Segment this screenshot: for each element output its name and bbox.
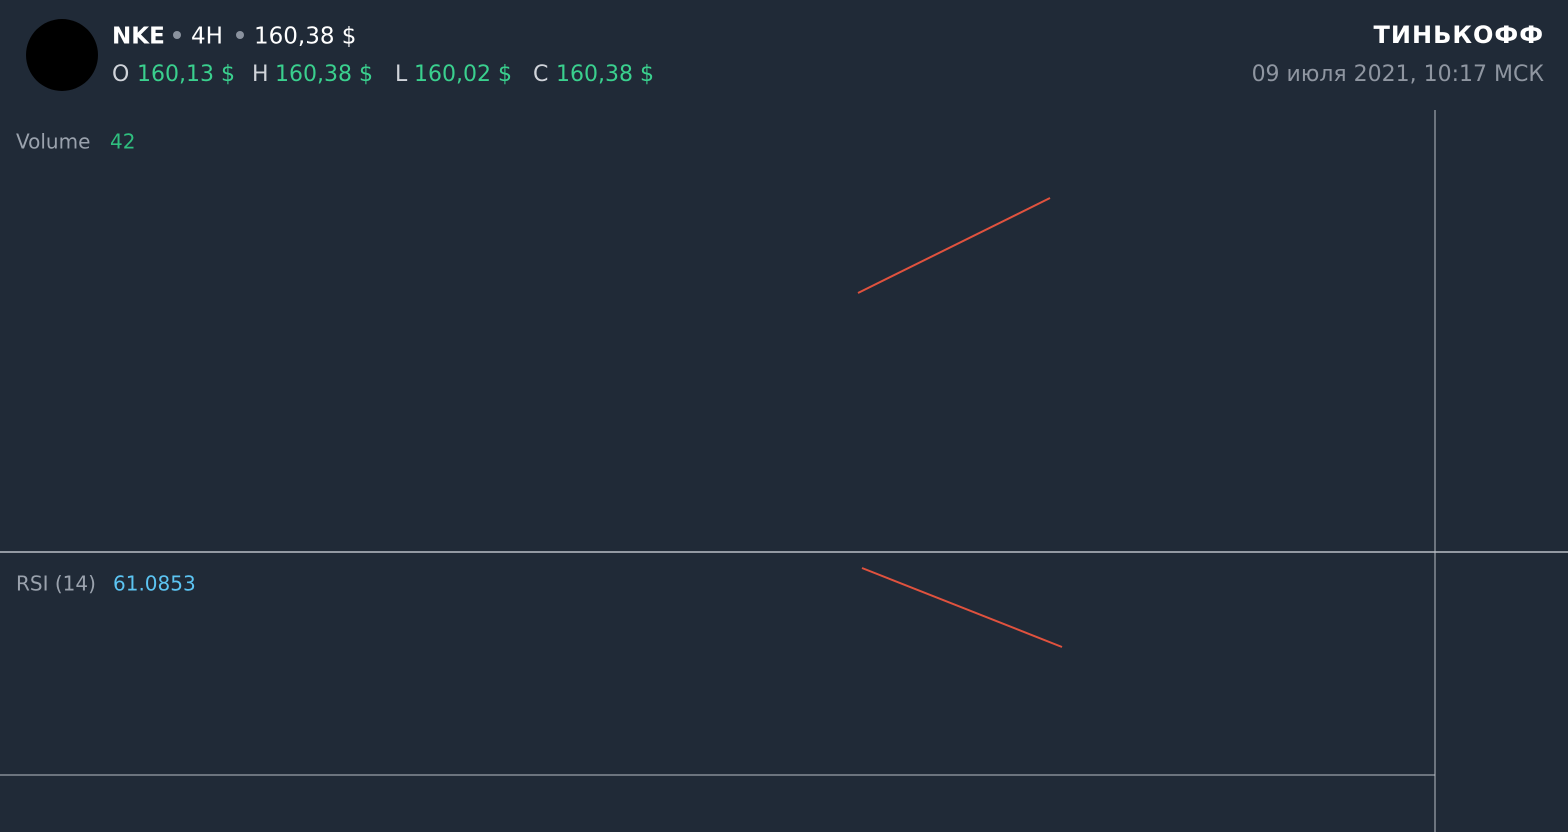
ohlc-key: O (112, 62, 129, 87)
ticker: NKE (112, 24, 165, 50)
ohlc-value: 160,13 $ (137, 62, 235, 87)
rsi-value: 61.0853 (113, 572, 196, 596)
ohlc-value: 160,02 $ (414, 62, 512, 87)
ohlc-key: L (395, 62, 408, 87)
logo (26, 19, 98, 91)
volume-value: 42 (110, 130, 135, 154)
trendline (857, 197, 1051, 294)
volume-label: Volume (16, 130, 90, 154)
ohlc-key: C (533, 62, 548, 87)
ohlc-value: 160,38 $ (275, 62, 373, 87)
separator-dot (236, 31, 244, 39)
datetime: 09 июля 2021, 10:17 МСК (1252, 62, 1545, 87)
ohlc-value: 160,38 $ (556, 62, 654, 87)
brand: ТИНЬКОФФ (1374, 21, 1544, 49)
price: 160,38 $ (254, 24, 356, 50)
trendline (861, 567, 1063, 648)
rsi-label: RSI (14) (16, 572, 96, 596)
ohlc-key: H (252, 62, 269, 87)
labels-layer: NKE 4H 160,38 $ O 160,13 $ H 160,38 $ L … (0, 19, 1568, 832)
separator-dot (173, 31, 181, 39)
interval: 4H (191, 24, 223, 50)
